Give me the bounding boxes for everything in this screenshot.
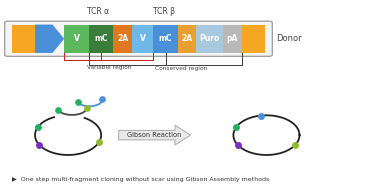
Bar [178, 25, 196, 53]
Text: Conserved region: Conserved region [155, 66, 207, 71]
Bar [242, 25, 265, 53]
Polygon shape [35, 25, 64, 53]
Text: Gibson Reaction: Gibson Reaction [128, 132, 182, 138]
Text: 2A: 2A [182, 34, 193, 43]
Polygon shape [119, 125, 191, 145]
Bar [113, 25, 132, 53]
Text: TCR α: TCR α [87, 7, 109, 16]
Text: ▶  One step multi-fragment cloning without scar using Gibson Assembly methods: ▶ One step multi-fragment cloning withou… [12, 177, 269, 182]
Text: 2A: 2A [117, 34, 128, 43]
Text: V: V [140, 34, 145, 43]
Text: TCR β: TCR β [153, 7, 175, 16]
Text: mC: mC [94, 34, 108, 43]
Text: Puro: Puro [200, 34, 220, 43]
Text: pA: pA [226, 34, 238, 43]
Bar [89, 25, 113, 53]
Bar [153, 25, 178, 53]
Text: mC: mC [159, 34, 172, 43]
Bar [12, 25, 35, 53]
Bar [223, 25, 242, 53]
Bar [132, 25, 153, 53]
Bar [64, 25, 89, 53]
FancyBboxPatch shape [5, 21, 272, 56]
Text: V: V [74, 34, 79, 43]
Text: Donor: Donor [276, 34, 302, 43]
Bar [196, 25, 223, 53]
Text: Variable region: Variable region [86, 65, 131, 70]
